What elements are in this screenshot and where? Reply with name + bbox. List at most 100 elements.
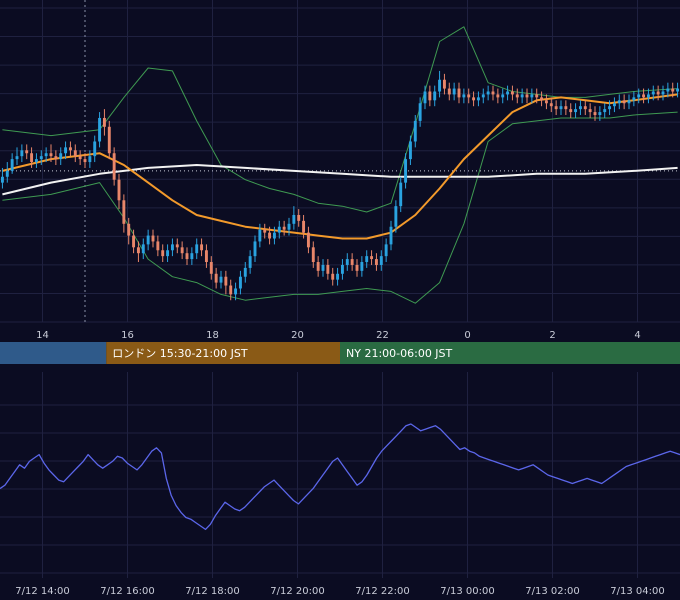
candle-body [617,100,621,104]
candle-body [44,153,48,157]
candle-body [146,235,150,245]
candle-body [399,182,403,207]
candle-body [355,264,359,271]
candle-body [384,244,388,257]
candle-body [486,91,490,95]
candle-body [578,106,582,110]
candle-body [311,247,315,263]
candle-body [54,156,58,160]
candle-body [530,94,534,98]
candle-body [258,229,262,242]
candle-body [340,264,344,274]
candle-body [132,235,136,248]
sma-slow-line [2,164,678,196]
candle-body [282,226,286,230]
x-tick-label: 18 [206,330,219,341]
candle-body [98,117,102,142]
candle-body [491,91,495,95]
candle-body [588,109,592,113]
candle-body [316,262,320,271]
candle-body [413,120,417,142]
candle-body [428,91,432,101]
candle-body [447,88,451,95]
candle-body [661,91,665,95]
candle-body [49,153,53,157]
oscillator-line [0,423,680,531]
time-axis-bottom: 7/12 14:00 7/12 16:00 7/12 18:00 7/12 20:00… [15,586,664,597]
candle-body [404,159,408,183]
candle-body [442,79,446,89]
candle-body [666,88,670,92]
candle-body [25,150,29,154]
candle-body [374,259,378,265]
candle-body [481,94,485,98]
candle-body [671,88,675,92]
bollinger-lower-line [2,111,678,304]
candle-body [423,91,427,104]
x-tick-label-datetime: 7/12 22:00 [355,586,409,597]
x-tick-label-datetime: 7/12 16:00 [100,586,154,597]
candle-body [564,106,568,110]
candle-body [190,253,194,260]
x-tick-label-datetime: 7/12 18:00 [185,586,239,597]
candle-body [525,94,529,98]
candle-body [229,285,233,295]
candle-body [5,170,9,177]
x-tick-label: 4 [634,330,640,341]
candle-body [520,94,524,98]
candle-body [554,106,558,110]
candles [0,70,680,301]
candle-body [462,94,466,98]
x-tick-label: 0 [464,330,470,341]
candle-body [209,262,213,274]
x-tick-label-datetime: 7/12 20:00 [270,586,324,597]
candle-body [418,103,422,121]
candle-body [117,179,121,201]
candle-body [30,153,34,163]
candle-body [433,91,437,101]
candle-body [185,253,189,260]
x-tick-label-datetime: 7/13 02:00 [525,586,579,597]
candle-body [306,232,310,248]
candle-body [389,226,393,245]
candle-body [476,97,480,101]
session-label: ロンドン 15:30-21:00 JST [112,347,248,360]
candle-body [0,176,4,183]
candle-body [122,200,126,224]
candle-body [608,106,612,110]
candle-body [544,100,548,104]
candle-body [170,244,174,251]
candle-body [321,264,325,271]
candle-body [379,256,383,265]
candle-body [467,94,471,98]
candle-body [151,235,155,242]
candle-body [496,94,500,98]
candle-body [127,223,131,236]
candle-body [10,159,14,171]
x-tick-label-datetime: 7/13 00:00 [440,586,494,597]
candle-body [457,88,461,98]
moving-averages [2,93,678,240]
time-axis-top: 14 16 18 20 22 0 2 4 [36,330,641,341]
candle-body [263,229,267,233]
candle-body [656,91,660,95]
candle-body [350,259,354,265]
candle-body [408,141,412,160]
session-segment [0,342,107,364]
candle-body [272,232,276,239]
candle-body [214,273,218,283]
oscillator-series-line [0,423,680,531]
sma-fast-line [2,93,678,240]
candle-body [268,232,272,239]
candle-body [336,273,340,280]
candle-body [394,206,398,227]
candle-body [622,100,626,104]
candle-body [603,109,607,113]
session-segment [340,342,680,364]
x-tick-label: 22 [376,330,389,341]
candle-body [632,97,636,101]
candle-body [612,103,616,107]
candle-body [292,214,296,224]
x-tick-label: 16 [121,330,134,341]
